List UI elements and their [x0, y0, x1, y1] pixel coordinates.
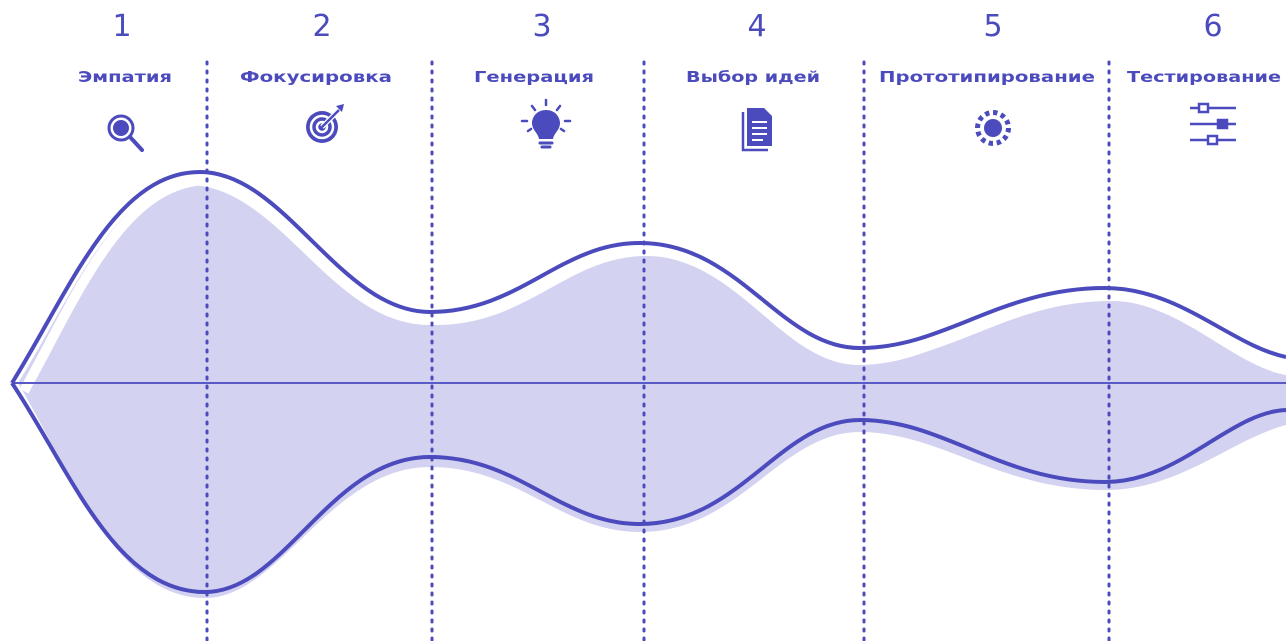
stage-name-5: Прототипирование: [879, 68, 1095, 86]
bottom-outline: [10, 381, 1286, 594]
target-icon: [306, 104, 344, 143]
stage-number-5: 5: [983, 9, 1002, 44]
magnifier-icon: [107, 114, 144, 152]
sliders-icon: [1190, 102, 1236, 146]
stage-separators: [205, 60, 1111, 641]
stage-number-2: 2: [312, 9, 331, 44]
stage-number-3: 3: [532, 9, 551, 44]
lightbulb-icon: [520, 98, 572, 149]
stage-name-4: Выбор идей: [686, 68, 820, 86]
gear-icon: [975, 110, 1011, 146]
stage-number-6: 6: [1203, 9, 1222, 44]
stage-number-4: 4: [747, 9, 766, 44]
document-icon: [741, 108, 772, 152]
stage-number-1: 1: [112, 9, 131, 44]
fill-area: [18, 185, 1286, 598]
top-outline: [10, 170, 1286, 385]
stage-name-2: Фокусировка: [240, 68, 392, 86]
stage-name-3: Генерация: [474, 68, 594, 86]
stage-name-6: Тестирование: [1127, 68, 1281, 86]
stage-name-1: Эмпатия: [78, 68, 172, 86]
